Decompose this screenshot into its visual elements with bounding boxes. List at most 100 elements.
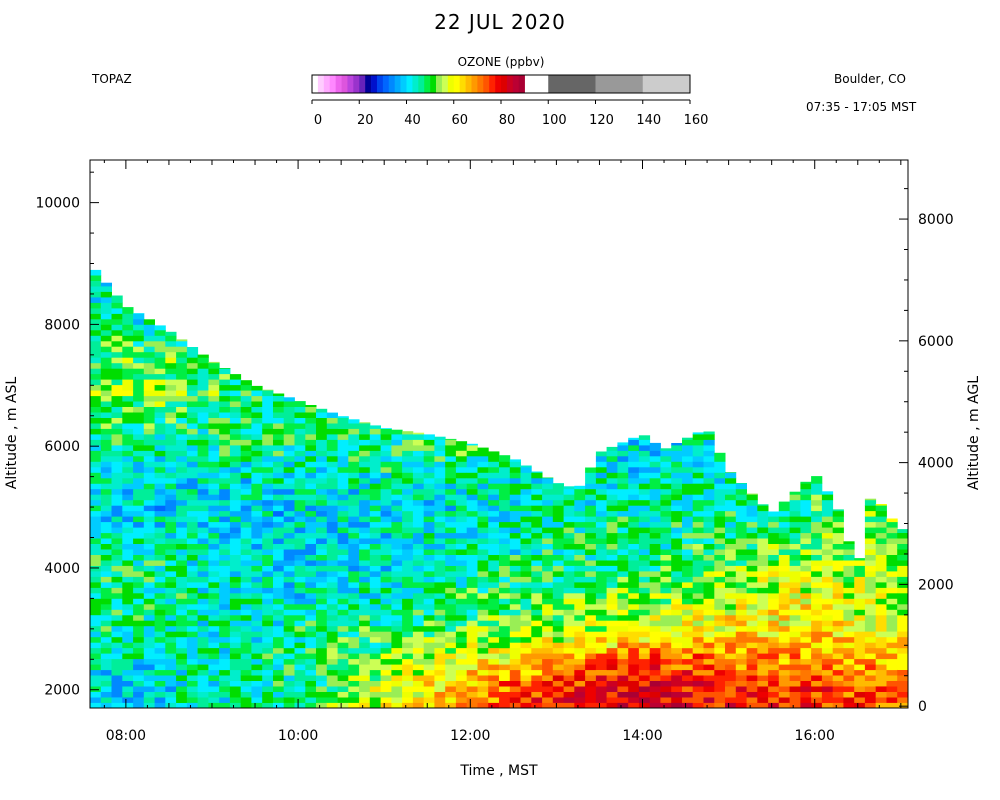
ozone-cell [305, 592, 317, 599]
ozone-cell [133, 680, 145, 687]
ozone-cell [294, 592, 306, 599]
ozone-cell [488, 560, 500, 572]
ozone-cell [735, 483, 747, 490]
ozone-cell [423, 691, 435, 698]
ozone-cell [477, 477, 489, 484]
ozone-cell [262, 675, 274, 681]
ozone-cell [423, 510, 435, 517]
ozone-cell [617, 680, 629, 687]
ozone-cell [337, 532, 349, 544]
ozone-cell [488, 472, 500, 479]
ozone-cell [412, 527, 425, 534]
ozone-cell [671, 538, 683, 550]
ozone-cell [111, 587, 123, 594]
ozone-cell [821, 538, 834, 544]
ozone-cell [283, 571, 295, 577]
ozone-cell [843, 642, 855, 649]
ozone-cell [746, 631, 758, 638]
ozone-cell [531, 516, 543, 528]
ozone-cell [660, 587, 672, 594]
ozone-cell [122, 521, 134, 528]
y2-tick-label: 8000 [918, 212, 954, 228]
colorbar-bin [424, 75, 431, 93]
ozone-cell [294, 587, 306, 594]
ozone-cell [423, 461, 435, 468]
ozone-cell [660, 642, 672, 649]
ozone-cell [585, 483, 597, 490]
ozone-cell [531, 532, 543, 539]
ozone-cell [434, 664, 446, 671]
ozone-cell [111, 620, 123, 627]
colorbar-bin [465, 75, 472, 93]
ozone-cell [682, 565, 694, 577]
ozone-cell [423, 488, 435, 501]
ozone-cell [746, 521, 758, 528]
ozone-cell [531, 609, 543, 616]
ozone-cell [273, 560, 285, 566]
ozone-cell [273, 658, 285, 665]
ozone-cell [143, 335, 155, 342]
ozone-cell [186, 554, 199, 561]
ozone-cell [682, 532, 694, 539]
ozone-cell [552, 582, 564, 599]
ozone-cell [746, 691, 758, 698]
ozone-cell [703, 582, 715, 599]
ozone-cell [122, 313, 134, 325]
ozone-cell [843, 636, 855, 643]
ozone-cell [746, 642, 758, 649]
ozone-cell [843, 603, 855, 610]
ozone-cell [154, 445, 166, 451]
ozone-cell [337, 499, 349, 506]
ozone-cell [380, 527, 392, 534]
ozone-cell [563, 521, 575, 528]
ozone-cell [176, 598, 188, 605]
ozone-cell [143, 395, 155, 402]
ozone-cell [165, 571, 177, 577]
ozone-cell [391, 598, 403, 605]
ozone-cell [864, 521, 877, 528]
ozone-cell [197, 439, 209, 446]
ozone-cell [542, 620, 554, 627]
ozone-cell [595, 669, 608, 676]
ozone-cell [477, 598, 489, 605]
ozone-cell [617, 642, 629, 649]
ozone-cell [143, 609, 155, 616]
ozone-cell [778, 554, 790, 566]
ozone-cell [423, 538, 435, 544]
ozone-cell [165, 603, 177, 616]
ozone-cell [316, 592, 328, 599]
ozone-cell [477, 631, 489, 638]
ozone-cell [864, 498, 877, 501]
ozone-cell [725, 565, 737, 572]
ozone-cell [563, 702, 575, 709]
ozone-cell [380, 587, 392, 594]
ozone-cell [111, 472, 123, 490]
ozone-cell [122, 609, 134, 616]
ozone-cell [585, 521, 597, 528]
ozone-cell [488, 664, 500, 671]
ozone-cell [305, 455, 317, 462]
ozone-cell [369, 598, 381, 605]
ozone-cell [864, 592, 877, 599]
ozone-cell [800, 647, 812, 660]
ozone-cell [649, 642, 661, 649]
ozone-cell [316, 439, 328, 451]
ozone-cell [714, 510, 726, 517]
ozone-cell [165, 340, 177, 347]
ozone-cell [423, 439, 435, 446]
ozone-cell [143, 510, 155, 517]
ozone-cell [563, 614, 575, 627]
ozone-cell [703, 614, 715, 621]
ozone-cell [606, 702, 618, 709]
ozone-cell [197, 560, 209, 566]
ozone-cell [455, 543, 468, 550]
ozone-cell [219, 527, 231, 534]
ozone-cell [703, 538, 715, 544]
ozone-cell [886, 691, 898, 698]
ozone-cell [359, 488, 371, 495]
ozone-cell [197, 543, 209, 550]
ozone-cell [660, 521, 672, 528]
ozone-cell [692, 702, 704, 709]
ozone-cell [832, 675, 844, 681]
ozone-cell [165, 653, 177, 660]
